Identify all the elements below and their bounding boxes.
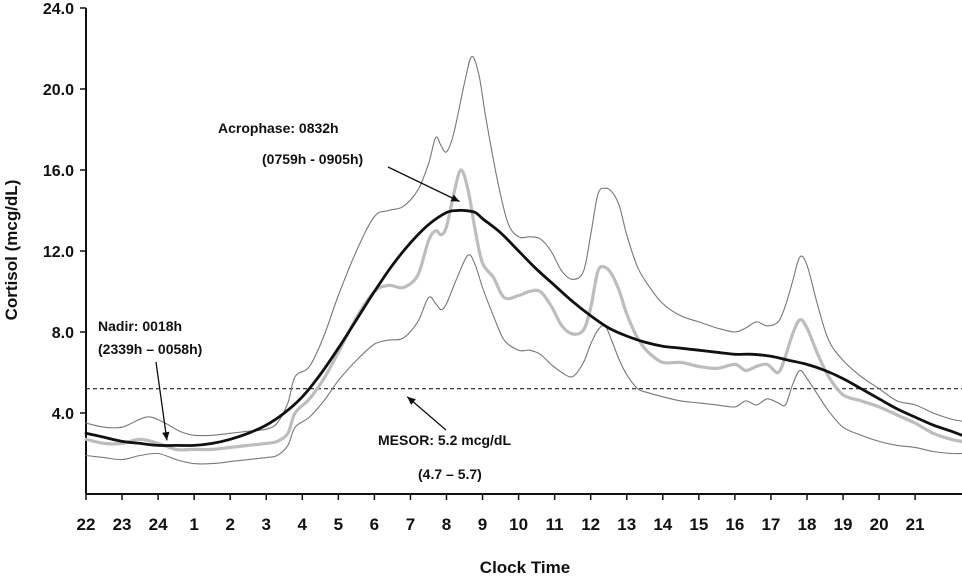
x-tick-label: 6 [370, 515, 379, 534]
mesor-label: MESOR: 5.2 mcg/dL [378, 432, 511, 448]
x-tick-label: 23 [113, 515, 132, 534]
nadir-ci: (2339h – 0058h) [98, 341, 202, 357]
annotations: Acrophase: 0832h (0759h - 0905h) Nadir: … [98, 120, 511, 482]
x-axis-label: Clock Time [480, 558, 570, 577]
x-tick-label: 10 [509, 515, 528, 534]
y-tick-label: 12.0 [43, 244, 74, 261]
x-tick-label: 18 [798, 515, 817, 534]
y-tick-label: 16.0 [43, 163, 74, 180]
nadir-arrow [155, 361, 168, 441]
y-tick-label: 20.0 [43, 82, 74, 99]
x-tick-label: 9 [478, 515, 487, 534]
acrophase-label: Acrophase: 0832h [218, 120, 339, 136]
x-tick-label: 2 [225, 515, 234, 534]
x-ticks: 22 23 24 1 2 3 4 5 6 7 8 9 10 11 12 13 14 15 16 17 18 19 20 21 [77, 494, 925, 534]
x-tick-label: 20 [870, 515, 889, 534]
x-tick-label: 8 [442, 515, 451, 534]
series-group [84, 56, 962, 465]
x-tick-label: 21 [906, 515, 925, 534]
y-tick-label: 24.0 [43, 1, 74, 18]
nadir-arrow-head [162, 431, 170, 441]
y-tick-label: 8.0 [52, 325, 74, 342]
mesor-ci: (4.7 – 5.7) [418, 466, 482, 482]
acro-arrow-head [450, 194, 460, 202]
x-tick-label: 3 [262, 515, 271, 534]
nadir-label: Nadir: 0018h [98, 318, 182, 334]
acrophase-arrow [387, 166, 460, 203]
x-tick-label: 22 [77, 515, 96, 534]
x-tick-label: 1 [189, 515, 198, 534]
x-tick-label: 24 [149, 515, 168, 534]
mesor-arrow [406, 396, 447, 431]
x-tick-label: 13 [617, 515, 636, 534]
x-tick-label: 17 [761, 515, 780, 534]
x-tick-label: 4 [298, 515, 308, 534]
x-tick-label: 7 [406, 515, 415, 534]
acrophase-ci: (0759h - 0905h) [262, 151, 363, 167]
mesor-arrow-head [407, 396, 416, 405]
series-line-lower [85, 254, 962, 465]
axes [85, 8, 962, 495]
x-tick-label: 11 [546, 515, 564, 534]
x-tick-label: 19 [834, 515, 853, 534]
x-tick-label: 14 [653, 515, 672, 534]
x-tick-label: 15 [689, 515, 708, 534]
x-tick-label: 5 [334, 515, 343, 534]
series-line-cosinor-fit [84, 208, 962, 447]
y-tick-label: 4.0 [52, 406, 74, 423]
x-tick-label: 16 [725, 515, 744, 534]
x-tick-label: 12 [581, 515, 600, 534]
series-line-upper [85, 56, 962, 437]
series-line-mean [84, 168, 962, 452]
y-ticks: 4.0 8.0 12.0 16.0 20.0 24.0 [43, 1, 86, 423]
y-axis-label: Cortisol (mcg/dL) [2, 180, 21, 321]
